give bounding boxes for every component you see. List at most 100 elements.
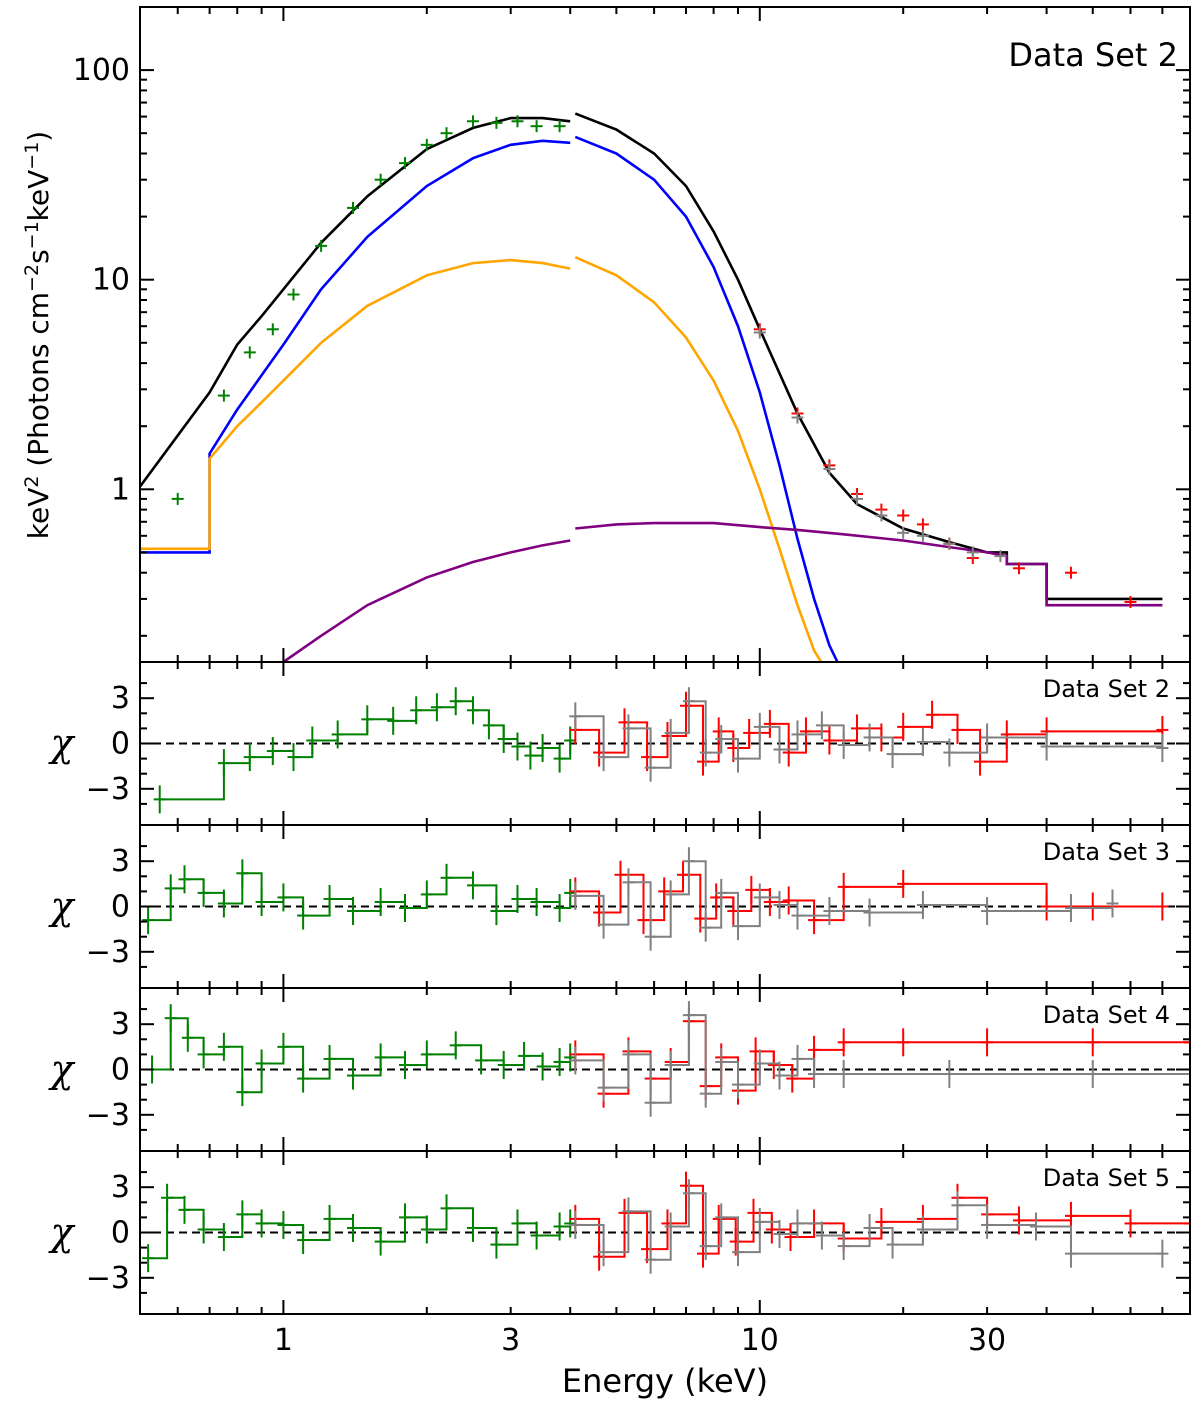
data-point [466,696,479,725]
data-point [181,1023,194,1052]
data-point [449,687,462,716]
data-point [863,723,876,752]
data-point [277,1210,290,1239]
data-point [837,1232,850,1261]
data-point [753,883,766,912]
data-point [511,732,524,761]
spectrum-panel: 1 10 100 Data Set 2 keV2 (Photons cm−2s−1k… [21,6,1191,663]
data-point [644,1245,657,1274]
data-point [399,157,412,170]
data-point [837,872,850,901]
data-point [1156,892,1169,921]
x-tick-label: 3 [501,1323,520,1358]
residual-y-axis-label: χ [47,721,75,765]
data-point [622,1040,635,1069]
data-point [1156,734,1169,763]
series-power-law-component-xrt- [282,539,571,662]
data-point [255,1209,268,1238]
data-point [784,1223,797,1252]
data-point [782,886,795,915]
data-point [699,1079,712,1108]
data-point [553,120,566,133]
data-point [597,1073,610,1102]
data-point [197,1215,210,1244]
data-point [490,897,503,926]
data-point [497,1050,510,1079]
data-point [466,871,479,900]
data-point [287,288,300,301]
data-point [664,880,677,909]
data-point [297,901,310,930]
data-point [808,906,821,935]
series-thermal-component-1-nustar- [574,135,839,662]
data-point [753,1049,766,1078]
data-point [699,1232,712,1261]
data-point [497,724,510,753]
spectrum-y-axis-label: keV2 (Photons cm−2s−1keV−1) [21,131,55,540]
data-point [823,726,836,755]
data-point [731,744,744,773]
y-tick-label: −3 [86,772,130,807]
data-point [875,509,888,522]
data-point [753,1207,766,1236]
data-point [743,718,756,747]
data-point [331,720,344,749]
data-point [399,1050,412,1079]
data-point [1086,1060,1099,1089]
data-point [622,714,635,743]
y-tick-label: 3 [111,1007,130,1042]
data-point [420,138,433,151]
data-point [679,1171,692,1200]
data-point [530,887,543,916]
data-point [569,881,582,910]
data-point [886,740,899,769]
data-point [1029,1212,1042,1241]
y-tick-label: 1 [111,472,130,507]
residual-panel-frame [139,1150,1191,1315]
data-point [569,1046,582,1075]
data-point [536,734,549,763]
data-point [1064,566,1077,579]
data-point [679,691,692,720]
data-point [747,1198,760,1227]
data-point [943,1060,956,1089]
y-tick-label: 3 [111,1170,130,1205]
x-tick-labels: 1 3 10 30 [274,1323,1006,1358]
data-point [142,906,155,935]
residual-panel-data-set-5: 3 0 −3 Data Set 5 χ [47,1150,1191,1315]
data-point [374,1043,387,1072]
data-point [682,847,695,876]
data-point [420,1040,433,1069]
data-point [553,744,566,773]
data-point [943,738,956,767]
data-point [897,869,910,898]
data-point [511,1209,524,1238]
data-point [153,785,166,814]
data-point [799,717,812,746]
data-point [712,717,725,746]
data-point [731,1238,744,1267]
data-point [926,700,939,729]
data-point [767,1050,780,1079]
data-point [1086,1028,1099,1057]
data-point [564,1209,577,1238]
data-point [361,705,374,734]
data-point [791,1209,804,1238]
residual-panel-title: Data Set 2 [1043,675,1170,703]
data-point [569,1210,582,1239]
data-point [490,1230,503,1259]
data-point [897,712,910,741]
data-point [236,1078,249,1107]
data-point [1184,1028,1190,1057]
data-point [664,718,677,747]
data-point [763,709,776,738]
data-point [399,894,412,923]
data-point [897,1028,910,1057]
data-point [644,753,657,782]
data-point [440,127,453,140]
data-point [837,1060,850,1089]
data-point [297,1226,310,1255]
data-point [553,1047,566,1076]
data-point [1106,889,1119,918]
data-point [1184,1209,1190,1238]
